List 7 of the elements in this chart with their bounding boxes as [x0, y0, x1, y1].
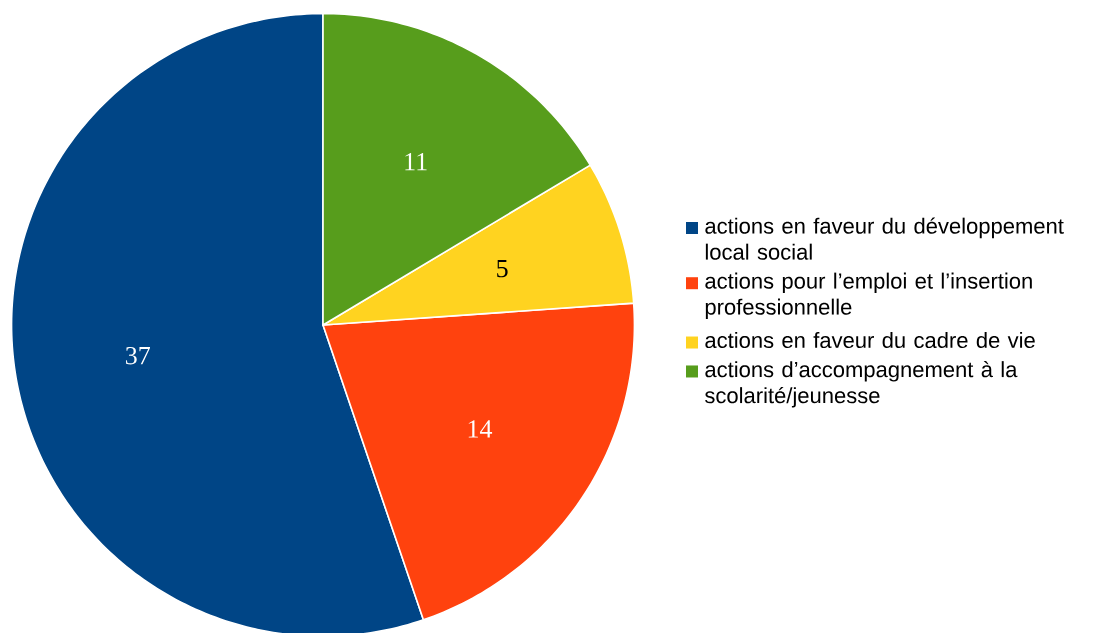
data-label: 11 [405, 153, 427, 171]
legend-label: actions d’accompagnement à la scolarité/jeunesse [705, 360, 1018, 408]
data-label: 37 [125, 346, 150, 365]
data-label: 5 [497, 259, 508, 278]
data-label: 14 [468, 420, 493, 438]
legend-label: actions en faveur du cadre de vie [705, 331, 1035, 349]
legend-label: actions pour l’emploi et l’insertion professionnelle [705, 272, 1032, 320]
